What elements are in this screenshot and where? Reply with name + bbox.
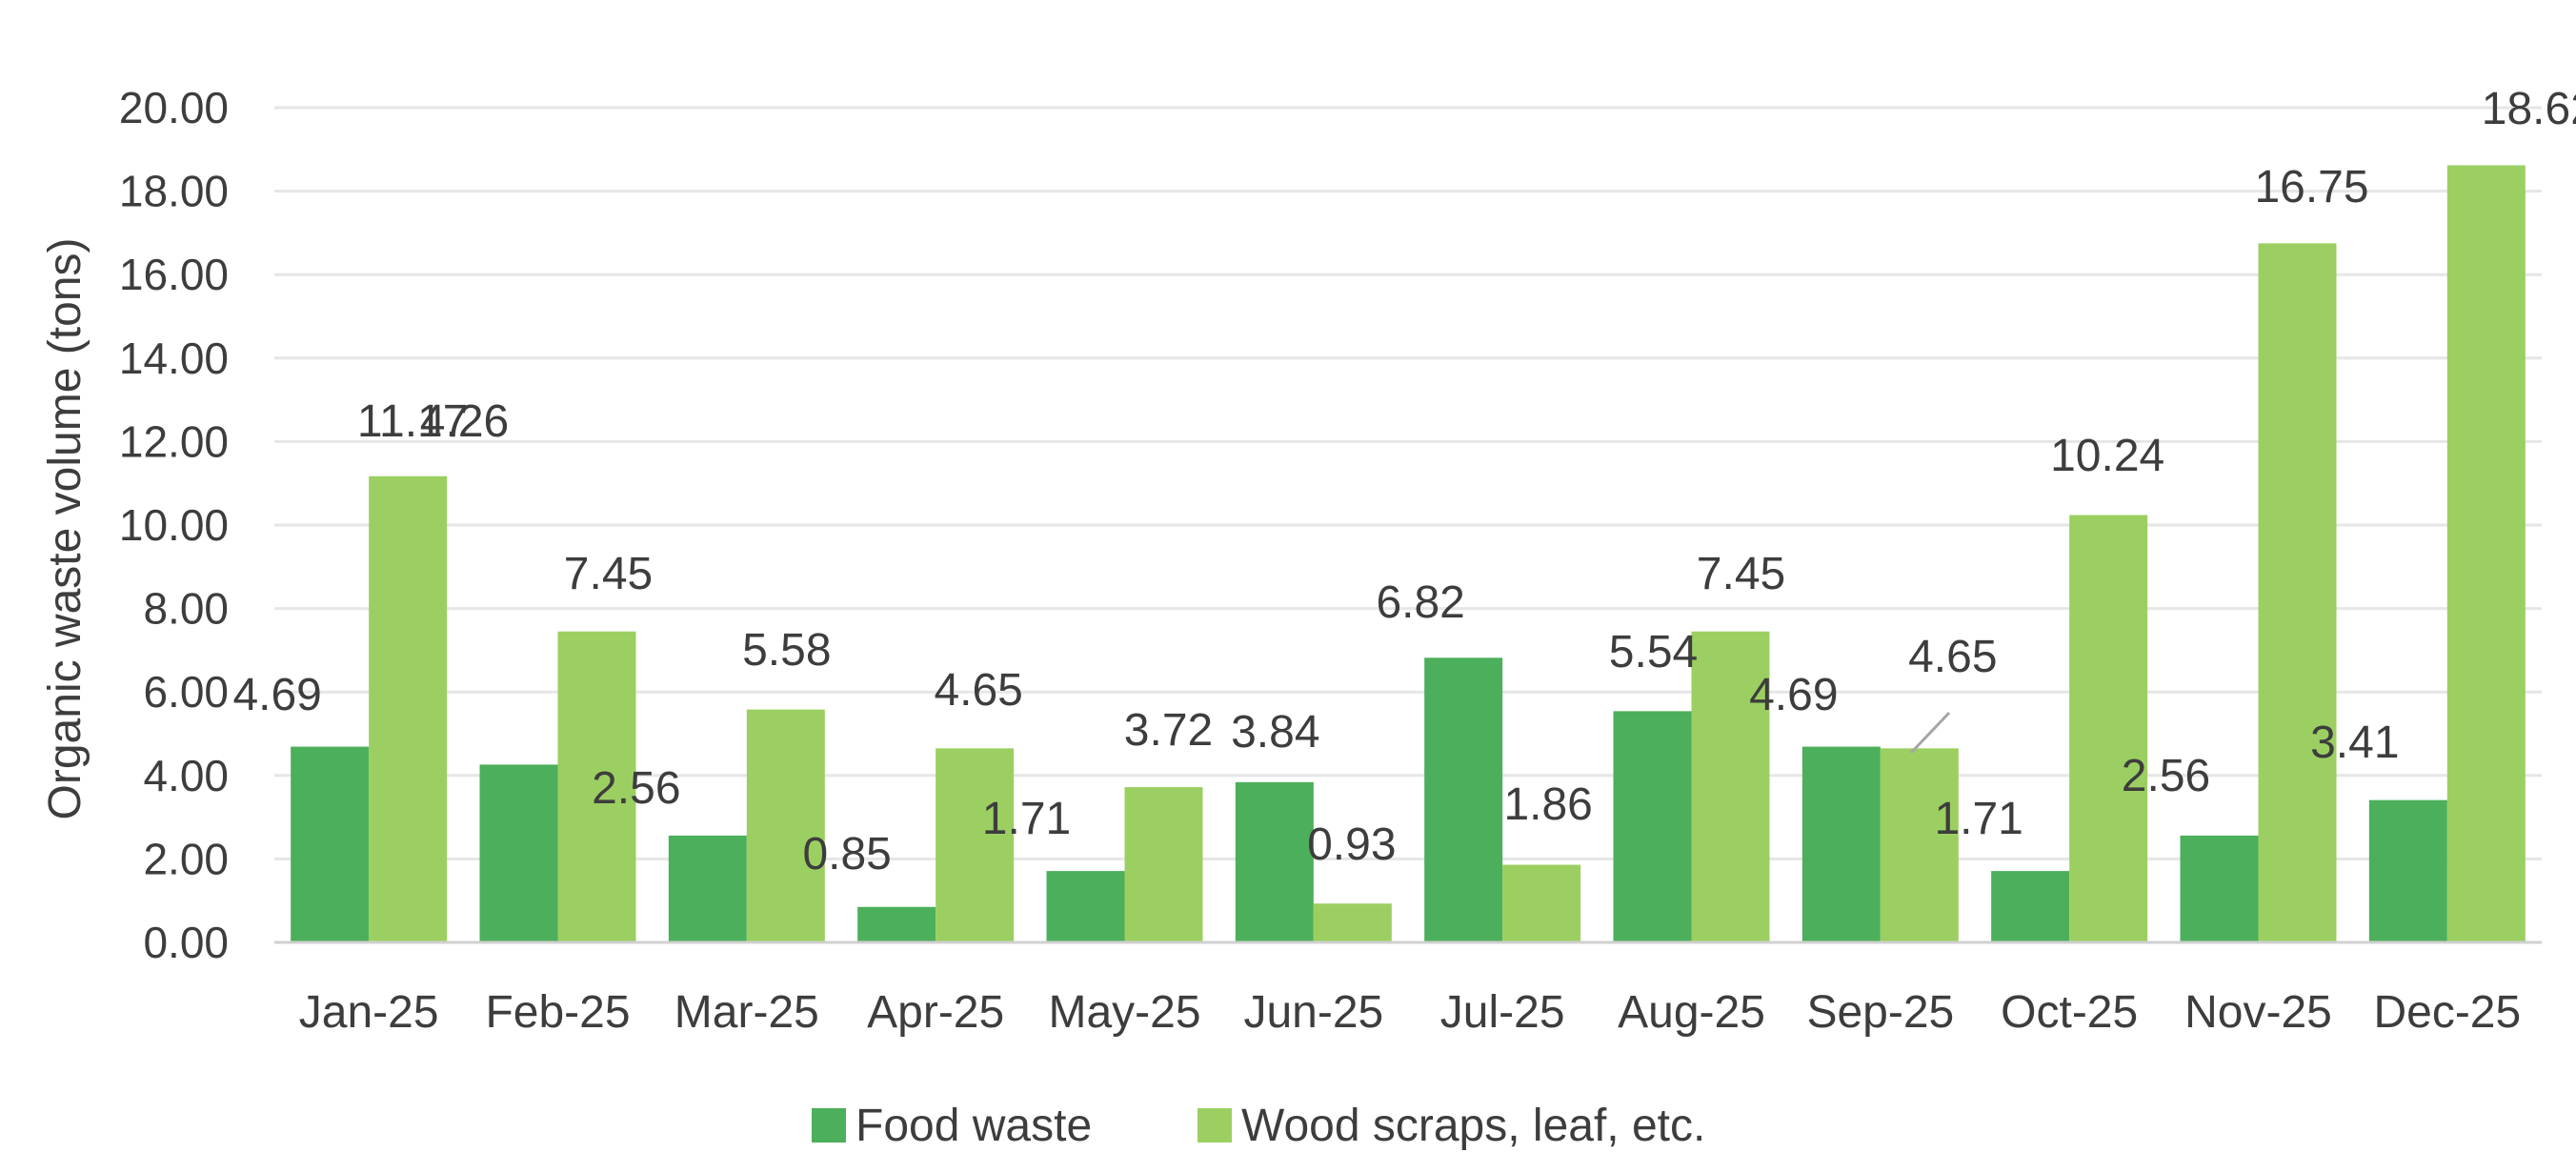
data-label-food-waste-feb-25: 4.26 bbox=[420, 396, 509, 447]
data-label-food-waste-dec-25: 3.41 bbox=[2310, 718, 2399, 768]
legend-label-food-waste: Food waste bbox=[855, 1101, 1092, 1151]
bar-food-waste-nov-25 bbox=[2180, 835, 2259, 942]
x-category-label: May-25 bbox=[1048, 987, 1200, 1038]
data-label-food-waste-jan-25: 4.69 bbox=[232, 670, 321, 720]
data-label-food-waste-oct-25: 1.71 bbox=[1934, 794, 2023, 844]
bar-wood-scraps-leaf-etc-sep-25 bbox=[1880, 748, 1959, 942]
gridlines bbox=[274, 106, 2542, 860]
data-label-food-waste-jun-25: 3.84 bbox=[1231, 707, 1319, 758]
bar-food-waste-apr-25 bbox=[857, 906, 936, 942]
y-tick-label: 14.00 bbox=[119, 334, 229, 383]
bar-wood-scraps-leaf-etc-oct-25 bbox=[2069, 515, 2148, 942]
bar-food-waste-aug-25 bbox=[1613, 711, 1692, 942]
data-label-wood-scraps-leaf-etc-nov-25: 16.75 bbox=[2254, 162, 2368, 212]
data-label-food-waste-may-25: 1.71 bbox=[982, 794, 1071, 844]
y-axis-ticks: 0.00 2.00 4.00 6.00 8.00 10.00 12.00 14.00 16.00… bbox=[119, 83, 229, 967]
bar-wood-scraps-leaf-etc-apr-25 bbox=[936, 748, 1015, 942]
data-label-wood-scraps-leaf-etc-feb-25: 7.45 bbox=[564, 549, 653, 599]
bar-food-waste-jun-25 bbox=[1235, 781, 1314, 942]
data-label-wood-scraps-leaf-etc-jan-25: 11.17 bbox=[357, 396, 469, 447]
data-label-food-waste-jul-25: 6.82 bbox=[1376, 577, 1464, 628]
data-label-wood-scraps-leaf-etc-may-25: 3.72 bbox=[1124, 705, 1213, 756]
bar-food-waste-dec-25 bbox=[2368, 799, 2447, 942]
data-label-wood-scraps-leaf-etc-aug-25: 7.45 bbox=[1697, 549, 1785, 599]
bar-wood-scraps-leaf-etc-feb-25 bbox=[557, 631, 636, 942]
y-tick-label: 6.00 bbox=[143, 667, 229, 717]
y-tick-label: 12.00 bbox=[119, 416, 229, 466]
data-label-wood-scraps-leaf-etc-mar-25: 5.58 bbox=[742, 625, 831, 676]
y-axis-title: Organic waste volume (tons) bbox=[40, 238, 91, 820]
x-category-label: Jun-25 bbox=[1243, 987, 1383, 1038]
x-axis-categories: Jan-25 Feb-25 Mar-25 Apr-25 May-25 Jun-25 Jul-… bbox=[299, 987, 2521, 1038]
data-label-wood-scraps-leaf-etc-oct-25: 10.24 bbox=[2050, 431, 2164, 481]
bar-food-waste-feb-25 bbox=[479, 764, 558, 942]
data-label-food-waste-sep-25: 4.69 bbox=[1749, 670, 1838, 720]
y-tick-label: 20.00 bbox=[119, 83, 229, 132]
bar-wood-scraps-leaf-etc-nov-25 bbox=[2258, 243, 2337, 943]
bar-wood-scraps-leaf-etc-jan-25 bbox=[369, 475, 448, 942]
data-label-wood-scraps-leaf-etc-jul-25: 1.86 bbox=[1503, 779, 1592, 830]
data-labels: 4.69 4.26 2.56 0.85 1.71 3.84 6.82 5.54 4.69 1.71… bbox=[232, 84, 2576, 880]
legend-label-wood-scraps: Wood scraps, leaf, etc. bbox=[1241, 1101, 1705, 1151]
bar-wood-scraps-leaf-etc-may-25 bbox=[1124, 787, 1203, 942]
y-tick-label: 4.00 bbox=[143, 751, 229, 800]
bar-food-waste-sep-25 bbox=[1801, 746, 1881, 942]
data-label-wood-scraps-leaf-etc-sep-25: 4.65 bbox=[1908, 632, 1997, 682]
y-tick-label: 16.00 bbox=[119, 250, 229, 299]
data-label-wood-scraps-leaf-etc-jun-25: 0.93 bbox=[1307, 819, 1396, 870]
y-tick-label: 10.00 bbox=[119, 500, 229, 550]
legend-swatch-food-waste bbox=[812, 1108, 846, 1143]
bar-wood-scraps-leaf-etc-mar-25 bbox=[746, 709, 825, 942]
bar-wood-scraps-leaf-etc-jun-25 bbox=[1313, 903, 1392, 942]
x-category-label: Jul-25 bbox=[1440, 987, 1565, 1038]
data-label-wood-scraps-leaf-etc-apr-25: 4.65 bbox=[934, 665, 1022, 716]
bar-food-waste-oct-25 bbox=[1991, 871, 2070, 942]
x-category-label: Aug-25 bbox=[1618, 987, 1765, 1038]
data-label-food-waste-aug-25: 5.54 bbox=[1609, 627, 1698, 678]
x-category-label: Apr-25 bbox=[867, 987, 1004, 1038]
y-tick-label: 2.00 bbox=[143, 834, 229, 883]
y-tick-label: 0.00 bbox=[143, 918, 229, 967]
x-category-label: Dec-25 bbox=[2373, 987, 2521, 1038]
bar-wood-scraps-leaf-etc-aug-25 bbox=[1691, 631, 1770, 942]
legend: Food waste Wood scraps, leaf, etc. bbox=[812, 1101, 1705, 1151]
bar-food-waste-may-25 bbox=[1046, 871, 1125, 942]
x-category-label: Nov-25 bbox=[2184, 987, 2332, 1038]
bar-food-waste-jan-25 bbox=[291, 746, 370, 942]
y-tick-label: 18.00 bbox=[119, 167, 229, 216]
y-tick-label: 8.00 bbox=[143, 584, 229, 634]
bar-food-waste-jul-25 bbox=[1424, 657, 1503, 942]
data-label-food-waste-mar-25: 2.56 bbox=[592, 763, 680, 814]
data-label-wood-scraps-leaf-etc-dec-25: 18.62 bbox=[2482, 84, 2576, 134]
data-label-food-waste-apr-25: 0.85 bbox=[802, 829, 891, 880]
x-category-label: Jan-25 bbox=[299, 987, 439, 1038]
legend-swatch-wood-scraps bbox=[1197, 1108, 1232, 1143]
bars bbox=[291, 165, 2526, 943]
x-category-label: Feb-25 bbox=[485, 987, 630, 1038]
data-label-food-waste-nov-25: 2.56 bbox=[2122, 751, 2210, 801]
bar-wood-scraps-leaf-etc-jul-25 bbox=[1502, 864, 1581, 942]
x-category-label: Sep-25 bbox=[1806, 987, 1954, 1038]
x-category-label: Mar-25 bbox=[674, 987, 819, 1038]
bar-food-waste-mar-25 bbox=[668, 835, 747, 942]
data-label-leader-line bbox=[1909, 711, 1951, 755]
x-category-label: Oct-25 bbox=[2001, 987, 2138, 1038]
bar-wood-scraps-leaf-etc-dec-25 bbox=[2446, 165, 2526, 943]
